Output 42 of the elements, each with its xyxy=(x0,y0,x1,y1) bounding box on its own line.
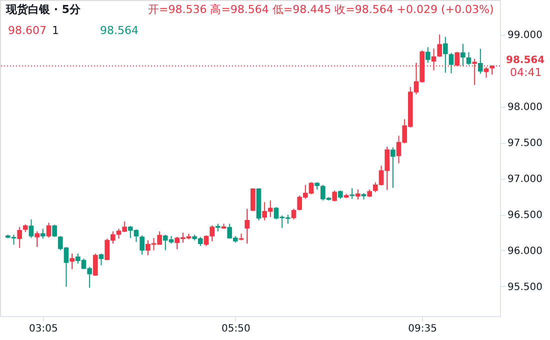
x-tick-label: 09:35 xyxy=(408,324,437,334)
candlestick xyxy=(356,189,360,200)
candlestick xyxy=(484,66,489,78)
x-tick-label: 05:50 xyxy=(222,324,250,334)
candlestick xyxy=(478,48,483,74)
candlestick xyxy=(250,188,256,212)
y-tick-label: 97.000 xyxy=(508,174,542,186)
text: 98.564 xyxy=(506,54,545,66)
y-tick-label: 96.500 xyxy=(508,210,542,222)
y-tick-label: 95.500 xyxy=(508,282,542,293)
candlestick xyxy=(93,253,98,276)
candlestick xyxy=(98,253,104,266)
candlestick xyxy=(28,218,34,238)
chart-subtitle: 开=98.536 高=98.564 低=98.445 收=98.564 +0.029 (+0.03%) xyxy=(148,3,494,16)
y-tick-label: 99.000 xyxy=(508,30,542,42)
y-tick-label: 96.000 xyxy=(508,246,542,257)
chart-title: 现货白银 · 5分 xyxy=(5,3,82,16)
candlestick xyxy=(426,46,430,64)
annotation: 98.564 xyxy=(100,24,138,37)
candlestick xyxy=(140,234,144,256)
y-tick-label: 98.000 xyxy=(508,102,542,114)
candlestick xyxy=(443,36,448,74)
text: 04:41 xyxy=(510,66,542,79)
candlestick xyxy=(291,208,296,220)
candlestick xyxy=(448,52,454,74)
annotation: 1 xyxy=(52,24,59,37)
candlestick xyxy=(466,52,472,66)
candlestick xyxy=(460,43,466,67)
candlestick xyxy=(390,146,396,188)
y-tick-label: 97.500 xyxy=(508,138,542,150)
annotation: 98.607 xyxy=(8,24,46,37)
candlestick xyxy=(350,188,354,200)
candlestick xyxy=(244,208,250,244)
candlestick xyxy=(70,253,74,270)
candlestick xyxy=(52,224,57,238)
candlestick xyxy=(46,222,52,238)
x-tick-label: 03:05 xyxy=(29,324,58,334)
candlestick xyxy=(17,226,22,248)
candlestick xyxy=(332,190,337,202)
candlestick xyxy=(34,230,40,248)
candlestick xyxy=(40,228,46,240)
candlestick xyxy=(437,34,442,58)
